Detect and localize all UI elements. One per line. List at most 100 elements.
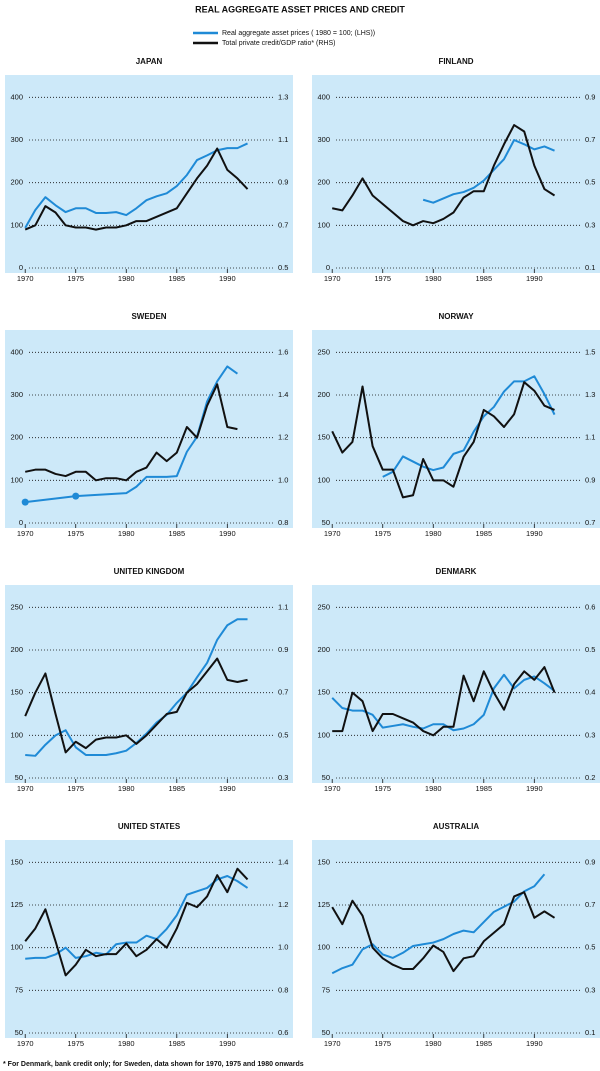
series-line: [25, 383, 238, 482]
panel: [5, 840, 293, 1038]
series-line: [25, 365, 239, 504]
y2-tick-label: 0.7: [585, 135, 595, 144]
y-tick-label: 0: [326, 263, 330, 272]
x-tick-label: 1985: [168, 1039, 185, 1048]
x-tick-label: 1970: [17, 529, 34, 538]
y2-tick-label: 1.4: [278, 857, 288, 866]
page-title: REAL AGGREGATE ASSET PRICES AND CREDIT: [195, 4, 405, 14]
x-tick-label: 1975: [374, 529, 391, 538]
panel: [312, 330, 600, 528]
x-tick-label: 1980: [118, 1039, 135, 1048]
series-line: [24, 867, 249, 977]
x-tick-label: 1970: [17, 1039, 34, 1048]
x-tick-label: 1975: [374, 274, 391, 283]
panel-title: NORWAY: [438, 312, 474, 321]
series-line: [24, 147, 249, 231]
y-tick-label: 50: [322, 1028, 330, 1037]
x-tick-label: 1990: [526, 784, 543, 793]
x-tick-label: 1970: [324, 274, 341, 283]
y-tick-label: 100: [317, 730, 330, 739]
x-tick-label: 1980: [425, 784, 442, 793]
series-line: [332, 666, 556, 737]
series-line: [332, 124, 556, 227]
y2-tick-label: 1.0: [278, 943, 288, 952]
x-tick-label: 1970: [324, 784, 341, 793]
y-tick-label: 100: [10, 220, 23, 229]
y-tick-label: 150: [10, 688, 23, 697]
x-tick-label: 1990: [219, 784, 236, 793]
y-tick-label: 100: [10, 475, 23, 484]
y-tick-label: 250: [10, 602, 23, 611]
y-tick-label: 75: [322, 985, 330, 994]
y-tick-label: 50: [15, 773, 23, 782]
y2-tick-label: 0.3: [585, 985, 595, 994]
series-line: [24, 657, 248, 754]
y2-tick-label: 0.7: [278, 220, 288, 229]
panel-title: DENMARK: [436, 567, 477, 576]
y-tick-label: 400: [10, 92, 23, 101]
footnote: * For Denmark, bank credit only; for Swe…: [3, 1061, 304, 1068]
y-tick-label: 200: [317, 390, 330, 399]
x-tick-label: 1985: [475, 274, 492, 283]
y-tick-label: 100: [317, 475, 330, 484]
y2-tick-label: 1.3: [585, 390, 595, 399]
y2-tick-label: 0.9: [585, 857, 595, 866]
y-tick-label: 300: [10, 390, 23, 399]
x-tick-label: 1975: [374, 784, 391, 793]
y-tick-label: 125: [10, 900, 23, 909]
y2-tick-label: 1.4: [278, 390, 288, 399]
y-tick-label: 50: [322, 773, 330, 782]
y2-tick-label: 0.7: [585, 900, 595, 909]
panel: [312, 585, 600, 783]
series-line: [331, 891, 556, 973]
panel-title: SWEDEN: [131, 312, 166, 321]
y-tick-label: 250: [317, 347, 330, 356]
y2-tick-label: 1.1: [278, 602, 288, 611]
y2-tick-label: 0.9: [585, 475, 595, 484]
y-tick-label: 200: [317, 645, 330, 654]
y-tick-label: 50: [322, 518, 330, 527]
x-tick-label: 1970: [17, 274, 34, 283]
series-line: [331, 381, 555, 499]
x-tick-label: 1985: [475, 529, 492, 538]
y2-tick-label: 0.5: [585, 645, 595, 654]
y-tick-label: 200: [10, 178, 23, 187]
y2-tick-label: 0.8: [278, 985, 288, 994]
y-tick-label: 200: [10, 645, 23, 654]
y-tick-label: 100: [317, 220, 330, 229]
data-point: [21, 498, 29, 506]
y-tick-label: 75: [15, 985, 23, 994]
y2-tick-label: 0.9: [278, 178, 288, 187]
x-tick-label: 1970: [324, 1039, 341, 1048]
y-tick-label: 125: [317, 900, 330, 909]
y-tick-label: 150: [10, 857, 23, 866]
legend-label: Real aggregate asset prices ( 1980 = 100…: [222, 30, 375, 37]
y-tick-label: 0: [19, 263, 23, 272]
y2-tick-label: 0.1: [585, 1028, 595, 1037]
y-tick-label: 400: [10, 347, 23, 356]
series-line: [24, 142, 248, 229]
x-tick-label: 1975: [67, 1039, 84, 1048]
y-tick-label: 150: [317, 857, 330, 866]
x-tick-label: 1990: [526, 529, 543, 538]
x-tick-label: 1990: [219, 529, 236, 538]
y-tick-label: 150: [317, 688, 330, 697]
y2-tick-label: 0.6: [278, 1028, 288, 1037]
x-tick-label: 1980: [118, 274, 135, 283]
x-tick-label: 1985: [168, 529, 185, 538]
x-tick-label: 1970: [324, 529, 341, 538]
x-tick-label: 1970: [17, 784, 34, 793]
y-tick-label: 200: [317, 178, 330, 187]
y2-tick-label: 1.2: [278, 433, 288, 442]
x-tick-label: 1985: [168, 274, 185, 283]
x-tick-label: 1980: [118, 529, 135, 538]
y-tick-label: 0: [19, 518, 23, 527]
panel: [312, 840, 600, 1038]
x-tick-label: 1985: [475, 1039, 492, 1048]
y2-tick-label: 0.8: [278, 518, 288, 527]
y-tick-label: 100: [10, 943, 23, 952]
x-tick-label: 1990: [219, 1039, 236, 1048]
panel: [5, 75, 293, 273]
y2-tick-label: 0.5: [278, 263, 288, 272]
y2-tick-label: 0.6: [585, 602, 595, 611]
